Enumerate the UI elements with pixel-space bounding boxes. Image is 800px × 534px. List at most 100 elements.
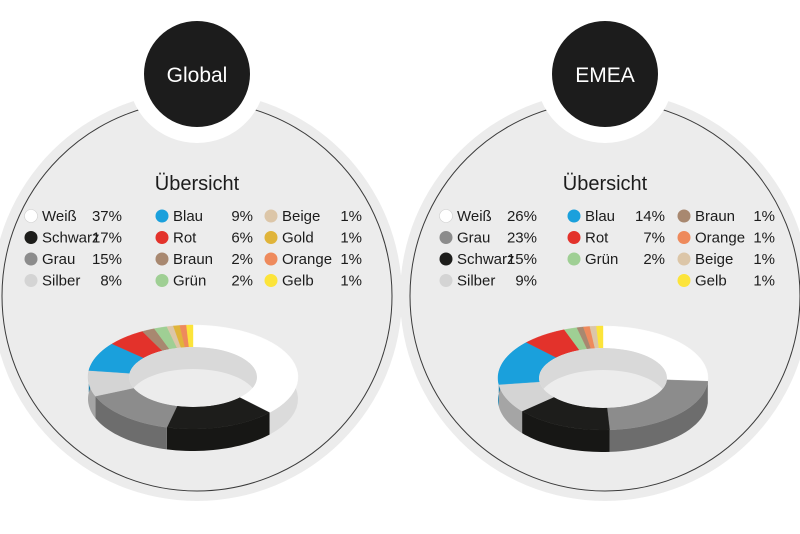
legend-value: 1%: [753, 251, 775, 268]
legend-swatch: [439, 209, 453, 223]
legend-label: Orange: [282, 251, 332, 268]
legend-swatch: [677, 274, 691, 287]
legend-item-grau: Grau 15%: [24, 251, 122, 268]
legend-swatch: [264, 231, 278, 244]
legend-value: 1%: [340, 230, 362, 247]
legend-value: 8%: [100, 273, 122, 290]
legend-label: Orange: [695, 230, 745, 247]
panel-title: EMEA: [575, 64, 635, 87]
legend-item-gold: Gold 1%: [264, 230, 362, 247]
legend-label: Weiß: [457, 208, 492, 225]
legend-swatch: [677, 252, 691, 266]
legend-swatch: [677, 209, 691, 223]
legend-label: Beige: [282, 208, 320, 225]
legend-label: Schwarz: [457, 251, 515, 268]
legend-swatch: [24, 209, 38, 223]
legend-item-braun: Braun 2%: [155, 251, 253, 268]
legend-item-braun: Braun 1%: [677, 208, 775, 225]
legend-value: 1%: [340, 251, 362, 268]
legend-item-orange: Orange 1%: [264, 251, 362, 268]
legend-swatch: [155, 209, 169, 223]
legend-value: 15%: [92, 251, 122, 268]
legend-label: Blau: [585, 208, 615, 225]
legend-swatch: [264, 274, 278, 287]
legend-item-rot: Rot 6%: [155, 230, 253, 247]
legend-label: Beige: [695, 251, 733, 268]
legend-swatch: [439, 231, 453, 244]
legend-value: 23%: [507, 230, 537, 247]
legend-label: Silber: [42, 273, 80, 290]
legend-label: Grün: [173, 273, 206, 290]
slice-side-grau: [609, 381, 708, 452]
legend-value: 17%: [92, 230, 122, 247]
legend-value: 1%: [340, 273, 362, 290]
legend-value: 2%: [231, 273, 253, 290]
legend-swatch: [677, 231, 691, 244]
legend-value: 15%: [507, 251, 537, 268]
legend-swatch: [567, 231, 581, 244]
legend-swatch: [24, 231, 38, 244]
legend-label: Rot: [173, 230, 197, 247]
slice-side-schwarz: [522, 411, 610, 452]
legend-label: Braun: [695, 208, 735, 225]
legend-swatch: [264, 209, 278, 223]
legend-value: 1%: [753, 208, 775, 225]
panel-subtitle: Übersicht: [155, 173, 240, 195]
badge-circle: [552, 21, 658, 127]
legend-label: Rot: [585, 230, 609, 247]
legend-item-beige: Beige 1%: [677, 251, 775, 268]
legend-value: 9%: [231, 208, 253, 225]
legend-swatch: [155, 274, 169, 287]
legend-swatch: [24, 274, 38, 287]
legend-value: 2%: [231, 251, 253, 268]
donut-top: [87, 324, 299, 430]
slice-side-grau: [95, 396, 167, 450]
legend-swatch: [155, 231, 169, 244]
legend-value: 1%: [753, 230, 775, 247]
legend-value: 6%: [231, 230, 253, 247]
legend-label: Grau: [42, 251, 75, 268]
legend-item-weiss: Weiß 26%: [439, 208, 537, 225]
badge-circle: [144, 21, 250, 127]
legend-swatch: [439, 252, 453, 266]
legend-swatch: [264, 252, 278, 266]
legend-item-gruen: Grün 2%: [567, 251, 665, 268]
legend-swatch: [567, 209, 581, 223]
donut-hole-wall: [539, 348, 667, 400]
legend-label: Gelb: [695, 273, 727, 290]
donut-chart: [87, 324, 299, 451]
legend-label: Schwarz: [42, 230, 100, 247]
legend-swatch: [439, 274, 453, 287]
legend-item-weiss: Weiß 37%: [24, 208, 122, 225]
legend-label: Blau: [173, 208, 203, 225]
legend-item-grau: Grau 23%: [439, 230, 537, 247]
legend-item-gelb: Gelb 1%: [677, 273, 775, 290]
legend-label: Grau: [457, 230, 490, 247]
legend-swatch: [155, 252, 169, 266]
legend-value: 14%: [635, 208, 665, 225]
legend-item-blau: Blau 9%: [155, 208, 253, 225]
legend-value: 37%: [92, 208, 122, 225]
legend-item-gruen: Grün 2%: [155, 273, 253, 290]
legend-label: Grün: [585, 251, 618, 268]
panel-subtitle: Übersicht: [563, 173, 648, 195]
legend-value: 7%: [643, 230, 665, 247]
legend-swatch: [567, 252, 581, 266]
legend-item-gelb: Gelb 1%: [264, 273, 362, 290]
legend-value: 26%: [507, 208, 537, 225]
legend-label: Weiß: [42, 208, 77, 225]
slice-side-silber: [498, 384, 523, 434]
legend-label: Silber: [457, 273, 495, 290]
panel-title: Global: [167, 64, 228, 87]
legend-swatch: [24, 252, 38, 266]
legend-value: 1%: [753, 273, 775, 290]
legend-item-blau: Blau 14%: [567, 208, 665, 225]
legend-label: Gold: [282, 230, 314, 247]
